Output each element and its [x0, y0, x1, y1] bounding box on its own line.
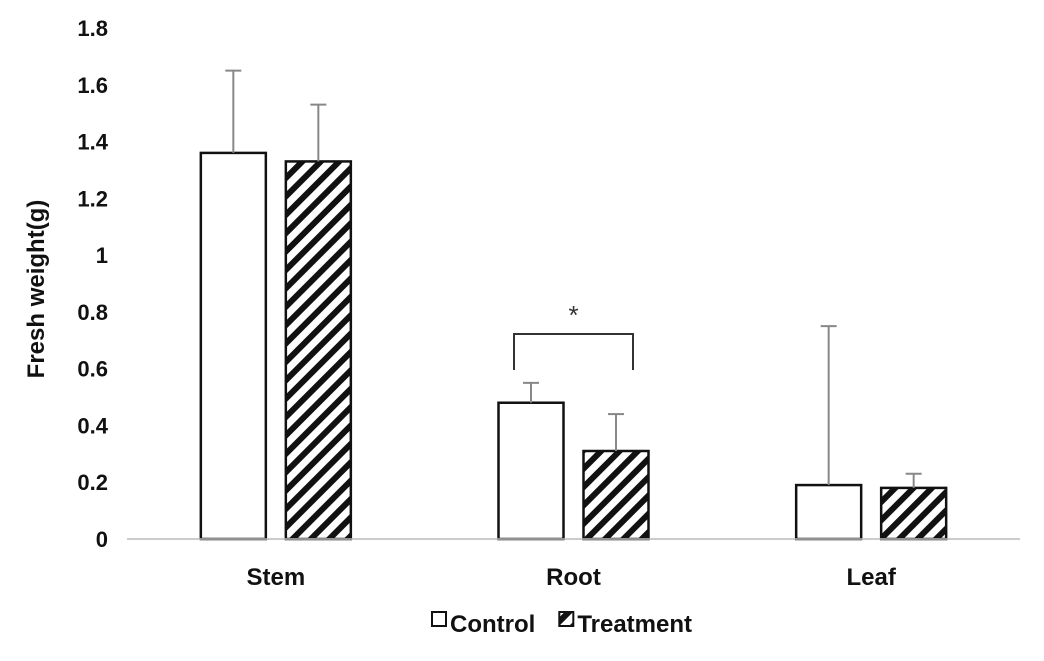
y-tick-label: 0 [96, 527, 108, 552]
y-tick-label: 1.2 [77, 186, 108, 211]
y-tick-label: 0.2 [77, 470, 108, 495]
y-axis-ticks: 0 0.2 0.4 0.6 0.8 1 1.2 1.4 1.6 1.8 [77, 16, 108, 552]
x-category-label: Leaf [846, 564, 896, 591]
annotations: * [513, 300, 634, 370]
bar-treatment-leaf [879, 486, 948, 541]
y-tick-label: 1.6 [77, 73, 108, 98]
significance-marker: * [568, 300, 578, 330]
bar-control-root [497, 401, 565, 541]
y-tick-label: 0.4 [77, 413, 108, 438]
legend: Control Treatment [431, 611, 692, 638]
bar-treatment-root [582, 449, 650, 541]
bar-control-leaf [794, 483, 863, 541]
legend-swatch-treatment [558, 611, 575, 627]
legend-swatch-control [431, 611, 447, 627]
y-tick-label: 0.8 [77, 300, 108, 325]
y-tick-label: 0.6 [77, 357, 108, 382]
y-tick-label: 1.8 [77, 16, 108, 41]
legend-label-control: Control [450, 611, 535, 638]
category-labels: Stem Root Leaf [246, 564, 896, 591]
y-tick-label: 1.4 [77, 130, 108, 155]
legend-label-treatment: Treatment [577, 611, 692, 638]
y-tick-label: 1 [96, 243, 108, 268]
bars [199, 69, 948, 541]
bar-control-stem [199, 151, 268, 541]
x-category-label: Stem [246, 564, 305, 591]
y-axis-title: Fresh weight(g) [23, 200, 50, 379]
bar-treatment-stem [284, 160, 353, 541]
significance-bracket [513, 333, 634, 370]
x-category-label: Root [546, 564, 601, 591]
